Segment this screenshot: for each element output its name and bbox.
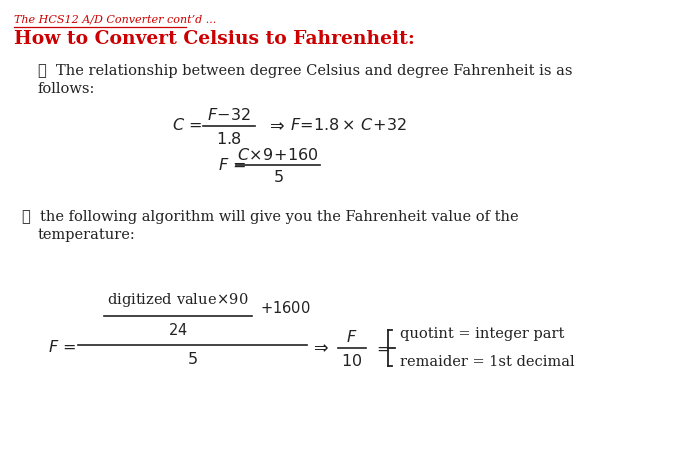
Text: follows:: follows: [38, 82, 95, 96]
Text: $1.8$: $1.8$ [216, 131, 242, 148]
Text: $F$: $F$ [346, 329, 358, 346]
Text: $F\!-\!32$: $F\!-\!32$ [206, 108, 251, 125]
Text: remaider = 1st decimal: remaider = 1st decimal [400, 355, 575, 369]
Text: $C\!\times\!9\!+\!160$: $C\!\times\!9\!+\!160$ [237, 147, 318, 164]
Text: $F\,=$: $F\,=$ [48, 339, 77, 357]
Text: $\Rightarrow$: $\Rightarrow$ [310, 339, 329, 357]
Text: How to Convert Celsius to Fahrenheit:: How to Convert Celsius to Fahrenheit: [14, 30, 415, 48]
Text: $F\!=\!1.8\times\,C\!+\!32$: $F\!=\!1.8\times\,C\!+\!32$ [290, 118, 407, 134]
Text: $=$: $=$ [373, 339, 390, 357]
Text: $F\,=$: $F\,=$ [218, 157, 246, 173]
Text: $+1600$: $+1600$ [260, 300, 311, 316]
Text: $10$: $10$ [342, 352, 363, 369]
Text: The HCS12 A/D Converter cont’d ...: The HCS12 A/D Converter cont’d ... [14, 14, 216, 24]
Text: $24$: $24$ [168, 322, 188, 338]
Text: ①  The relationship between degree Celsius and degree Fahrenheit is as: ① The relationship between degree Celsiu… [38, 64, 573, 78]
Text: digitized value$\!\times\!$90: digitized value$\!\times\!$90 [107, 291, 248, 309]
Text: $C\,=$: $C\,=$ [172, 118, 202, 134]
Text: ②  the following algorithm will give you the Fahrenheit value of the: ② the following algorithm will give you … [22, 210, 519, 224]
Text: temperature:: temperature: [38, 228, 136, 242]
Text: $5$: $5$ [272, 170, 284, 187]
Text: quotint = integer part: quotint = integer part [400, 327, 564, 341]
Text: $5$: $5$ [187, 352, 198, 368]
Text: $\Rightarrow$: $\Rightarrow$ [266, 118, 285, 134]
